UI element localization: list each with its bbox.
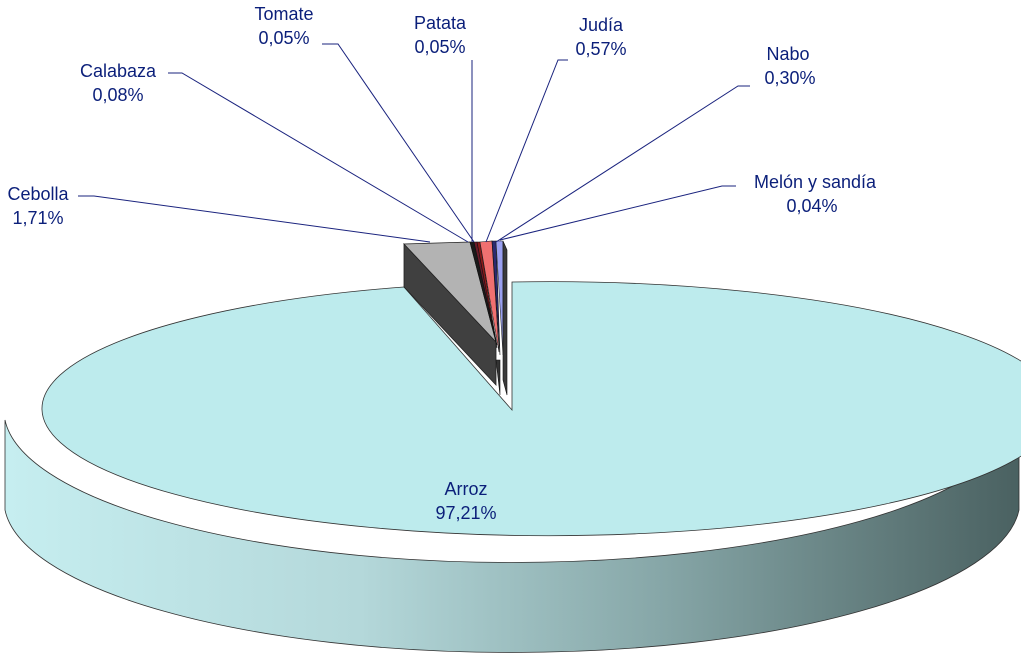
leader-cebolla	[78, 195, 431, 243]
label-tomate-name: Tomate	[254, 4, 313, 24]
label-patata-name: Patata	[414, 13, 467, 33]
label-arroz-name: Arroz	[444, 479, 487, 499]
label-nabo-name: Nabo	[766, 44, 809, 64]
label-melon-pct: 0,04%	[786, 196, 837, 216]
label-patata-pct: 0,05%	[414, 37, 465, 57]
label-tomate-pct: 0,05%	[258, 28, 309, 48]
label-judia-name: Judía	[579, 15, 624, 35]
leader-judia	[485, 59, 568, 243]
leader-melon	[499, 185, 736, 241]
label-melon-name: Melón y sandía	[754, 172, 877, 192]
label-arroz-pct: 97,21%	[435, 503, 496, 523]
label-judia-pct: 0,57%	[575, 39, 626, 59]
slice-patata	[476, 241, 498, 349]
label-nabo-pct: 0,30%	[764, 68, 815, 88]
label-cebolla-name: Cebolla	[7, 184, 69, 204]
leader-nabo	[495, 85, 750, 243]
label-calabaza-name: Calabaza	[80, 61, 157, 81]
slice-arroz	[41, 281, 1021, 537]
leader-tomate	[322, 43, 475, 243]
label-cebolla-pct: 1,71%	[12, 208, 63, 228]
label-calabaza-pct: 0,08%	[92, 85, 143, 105]
slice-judia-side	[495, 359, 501, 396]
slice-melon-side	[502, 240, 508, 396]
slice-arroz-side	[4, 419, 1020, 653]
slice-nabo	[491, 240, 501, 356]
leader-calabaza	[168, 72, 469, 243]
